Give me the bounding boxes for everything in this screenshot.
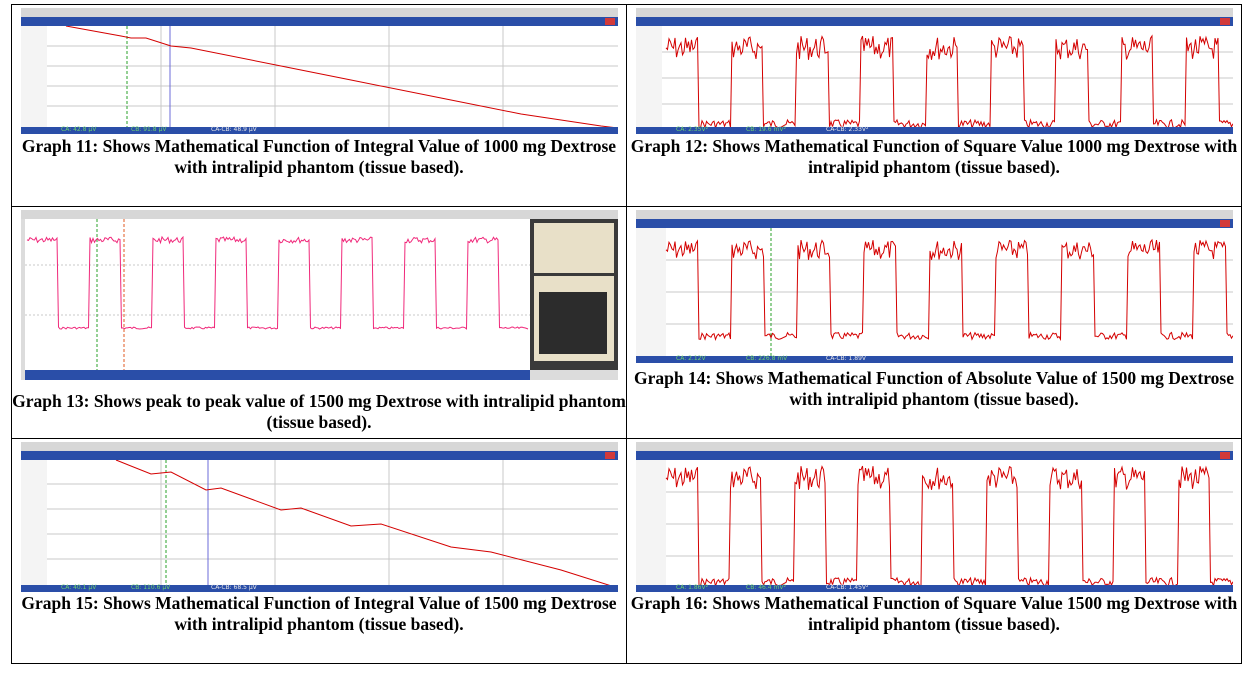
waveform-line: [665, 465, 1233, 589]
readout-ca-cb: CA-CB: 1.89V: [826, 355, 867, 362]
readout-cb: CB: 226.8 mV: [746, 355, 788, 362]
readout-ca: CA: 2.12V: [676, 355, 706, 362]
graph-12-cell: CA: 2.35V² CB: 19.6 mV² CA-CB: 2.33V² Gr…: [627, 5, 1241, 206]
graph-14-cell: CA: 2.12V CB: 226.8 mV CA-CB: 1.89V Grap…: [627, 207, 1241, 438]
readout-cb: CB: 110.6 µV: [131, 584, 171, 591]
graph-11-caption: Graph 11: Shows Mathematical Function of…: [21, 136, 617, 177]
readout-cb: CB: 46.4 mV²: [746, 584, 786, 591]
graph-13-cell: Graph 13: Shows peak to peak value of 15…: [12, 207, 626, 438]
graph-16-caption: Graph 16: Shows Mathematical Function of…: [630, 593, 1238, 634]
graph-11-cell: CA: 42.8 µV CB: 91.8 µV CA-CB: 48.9 µV G…: [12, 5, 626, 206]
readout-ca: CA: 42.8 µV: [61, 126, 97, 133]
graph-15-cell: CA: 40.1 µV CB: 110.6 µV CA-CB: 68.5 µV …: [12, 439, 626, 663]
graph-11-screenshot: CA: 42.8 µV CB: 91.8 µV CA-CB: 48.9 µV: [21, 8, 618, 134]
graph-16-cell: CA: 1.86V² CB: 46.4 mV² CA-CB: 1.45V² Gr…: [627, 439, 1241, 663]
graph-16-plot: [665, 460, 1233, 589]
graph-13-caption: Graph 13: Shows peak to peak value of 15…: [12, 391, 626, 432]
graph-11-plot: [47, 25, 618, 129]
waveform-line: [665, 238, 1233, 342]
peak-to-peak-trace: [26, 235, 529, 330]
readout-ca: CA: 1.86V²: [676, 584, 708, 591]
absolute-trace: [665, 238, 1233, 342]
close-icon: [605, 18, 615, 25]
readout-ca-cb: CA-CB: 68.5 µV: [211, 584, 257, 591]
graph-14-plot: [665, 228, 1233, 356]
graph-12-caption: Graph 12: Shows Mathematical Function of…: [630, 136, 1238, 177]
graph-13-plot: [25, 219, 618, 380]
graph-12-screenshot: CA: 2.35V² CB: 19.6 mV² CA-CB: 2.33V²: [636, 8, 1233, 134]
graph-15-screenshot: CA: 40.1 µV CB: 110.6 µV CA-CB: 68.5 µV: [21, 442, 618, 592]
readout-ca: CA: 2.35V²: [676, 126, 708, 133]
close-icon: [1220, 452, 1230, 459]
graph-13-screenshot: [21, 210, 618, 380]
close-icon: [605, 452, 615, 459]
readout-cb: CB: 19.6 mV²: [746, 126, 786, 133]
graph-14-screenshot: CA: 2.12V CB: 226.8 mV CA-CB: 1.89V: [636, 210, 1233, 363]
waveform-line: [26, 235, 529, 330]
readout-ca-cb: CA-CB: 1.45V²: [826, 584, 869, 591]
graph-14-caption: Graph 14: Shows Mathematical Function of…: [633, 368, 1235, 409]
integral-trace: [65, 25, 618, 129]
graph-16-screenshot: CA: 1.86V² CB: 46.4 mV² CA-CB: 1.45V²: [636, 442, 1233, 592]
readout-ca: CA: 40.1 µV: [61, 584, 97, 591]
graph-15-caption: Graph 15: Shows Mathematical Function of…: [21, 593, 617, 634]
readout-ca-cb: CA-CB: 48.9 µV: [211, 126, 257, 133]
integral-trace: [115, 459, 618, 589]
close-icon: [1220, 220, 1230, 227]
graph-15-plot: [47, 459, 618, 589]
close-icon: [1220, 18, 1230, 25]
readout-ca-cb: CA-CB: 2.33V²: [826, 126, 869, 133]
square-trace: [665, 465, 1233, 589]
readout-cb: CB: 91.8 µV: [131, 126, 167, 133]
waveform-line: [665, 34, 1233, 131]
figure-table: CA: 42.8 µV CB: 91.8 µV CA-CB: 48.9 µV G…: [11, 4, 1242, 664]
square-trace: [665, 34, 1233, 131]
graph-12-plot: [662, 26, 1233, 131]
